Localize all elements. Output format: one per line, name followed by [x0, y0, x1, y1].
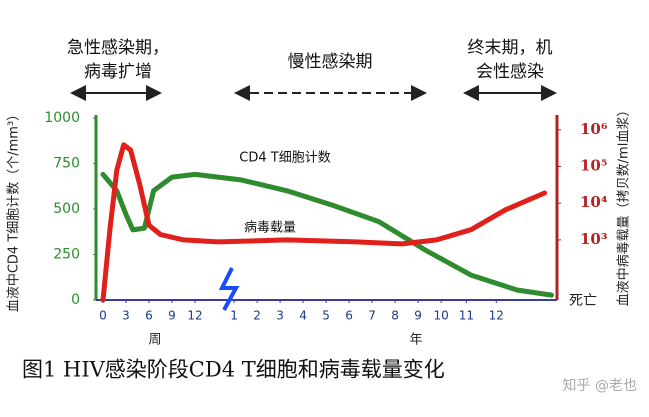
x-tick-label: 7 — [368, 309, 376, 323]
chart-title: 图1 HIV感染阶段CD4 T细胞和病毒载量变化 — [22, 358, 445, 382]
y-tick-label: 500 — [53, 201, 80, 217]
x-tick-label: 10 — [433, 309, 448, 323]
y2-tick-label: 10⁵ — [580, 157, 607, 175]
y-tick-label: 1000 — [44, 110, 80, 126]
phase-label: 会性感染 — [476, 62, 544, 82]
y2-axis-title: 血液中病毒载量（拷贝数/ml血浆） — [617, 104, 632, 307]
y2-tick-label: 10³ — [580, 230, 607, 248]
axis-break — [218, 267, 240, 311]
x-tick-label: 6 — [145, 309, 153, 323]
y-tick-label: 750 — [53, 156, 80, 172]
y-axis-title: 血液中CD4 T细胞计数（个/mm³） — [7, 108, 22, 312]
series-label: CD4 T细胞计数 — [239, 151, 330, 166]
phase-label: 急性感染期， — [67, 38, 169, 58]
watermark: 知乎 @老也 — [563, 377, 637, 394]
x-tick-label: 12 — [489, 309, 504, 323]
death-label: 死亡 — [569, 293, 597, 309]
phase-label: 慢性感染期 — [288, 51, 373, 72]
week-label: 周 — [148, 333, 161, 348]
x-tick-label: 9 — [414, 309, 422, 323]
x-tick-label: 1 — [230, 309, 238, 323]
x-tick-label: 8 — [391, 309, 399, 323]
x-tick-label: 11 — [459, 309, 474, 323]
x-tick-label: 12 — [187, 309, 202, 323]
series-label: 病毒载量 — [244, 221, 296, 236]
phase-label: 病毒扩增 — [84, 62, 152, 82]
x-tick-label: 3 — [276, 309, 284, 323]
y-tick-label: 250 — [53, 247, 80, 263]
phase-label: 终末期，机 — [468, 38, 553, 58]
x-tick-label: 6 — [345, 309, 353, 323]
series-line — [100, 142, 548, 303]
y-tick-label: 0 — [71, 292, 80, 308]
x-tick-label: 2 — [253, 309, 261, 323]
y2-tick-label: 10⁶ — [580, 120, 608, 138]
x-tick-label: 5 — [322, 309, 330, 323]
x-tick-label: 3 — [122, 309, 130, 323]
year-label: 年 — [409, 333, 422, 348]
y2-tick-label: 10⁴ — [580, 193, 608, 211]
series-line — [100, 171, 554, 298]
x-tick-label: 4 — [299, 309, 307, 323]
x-tick-label: 0 — [99, 309, 107, 323]
x-tick-label: 9 — [168, 309, 176, 323]
